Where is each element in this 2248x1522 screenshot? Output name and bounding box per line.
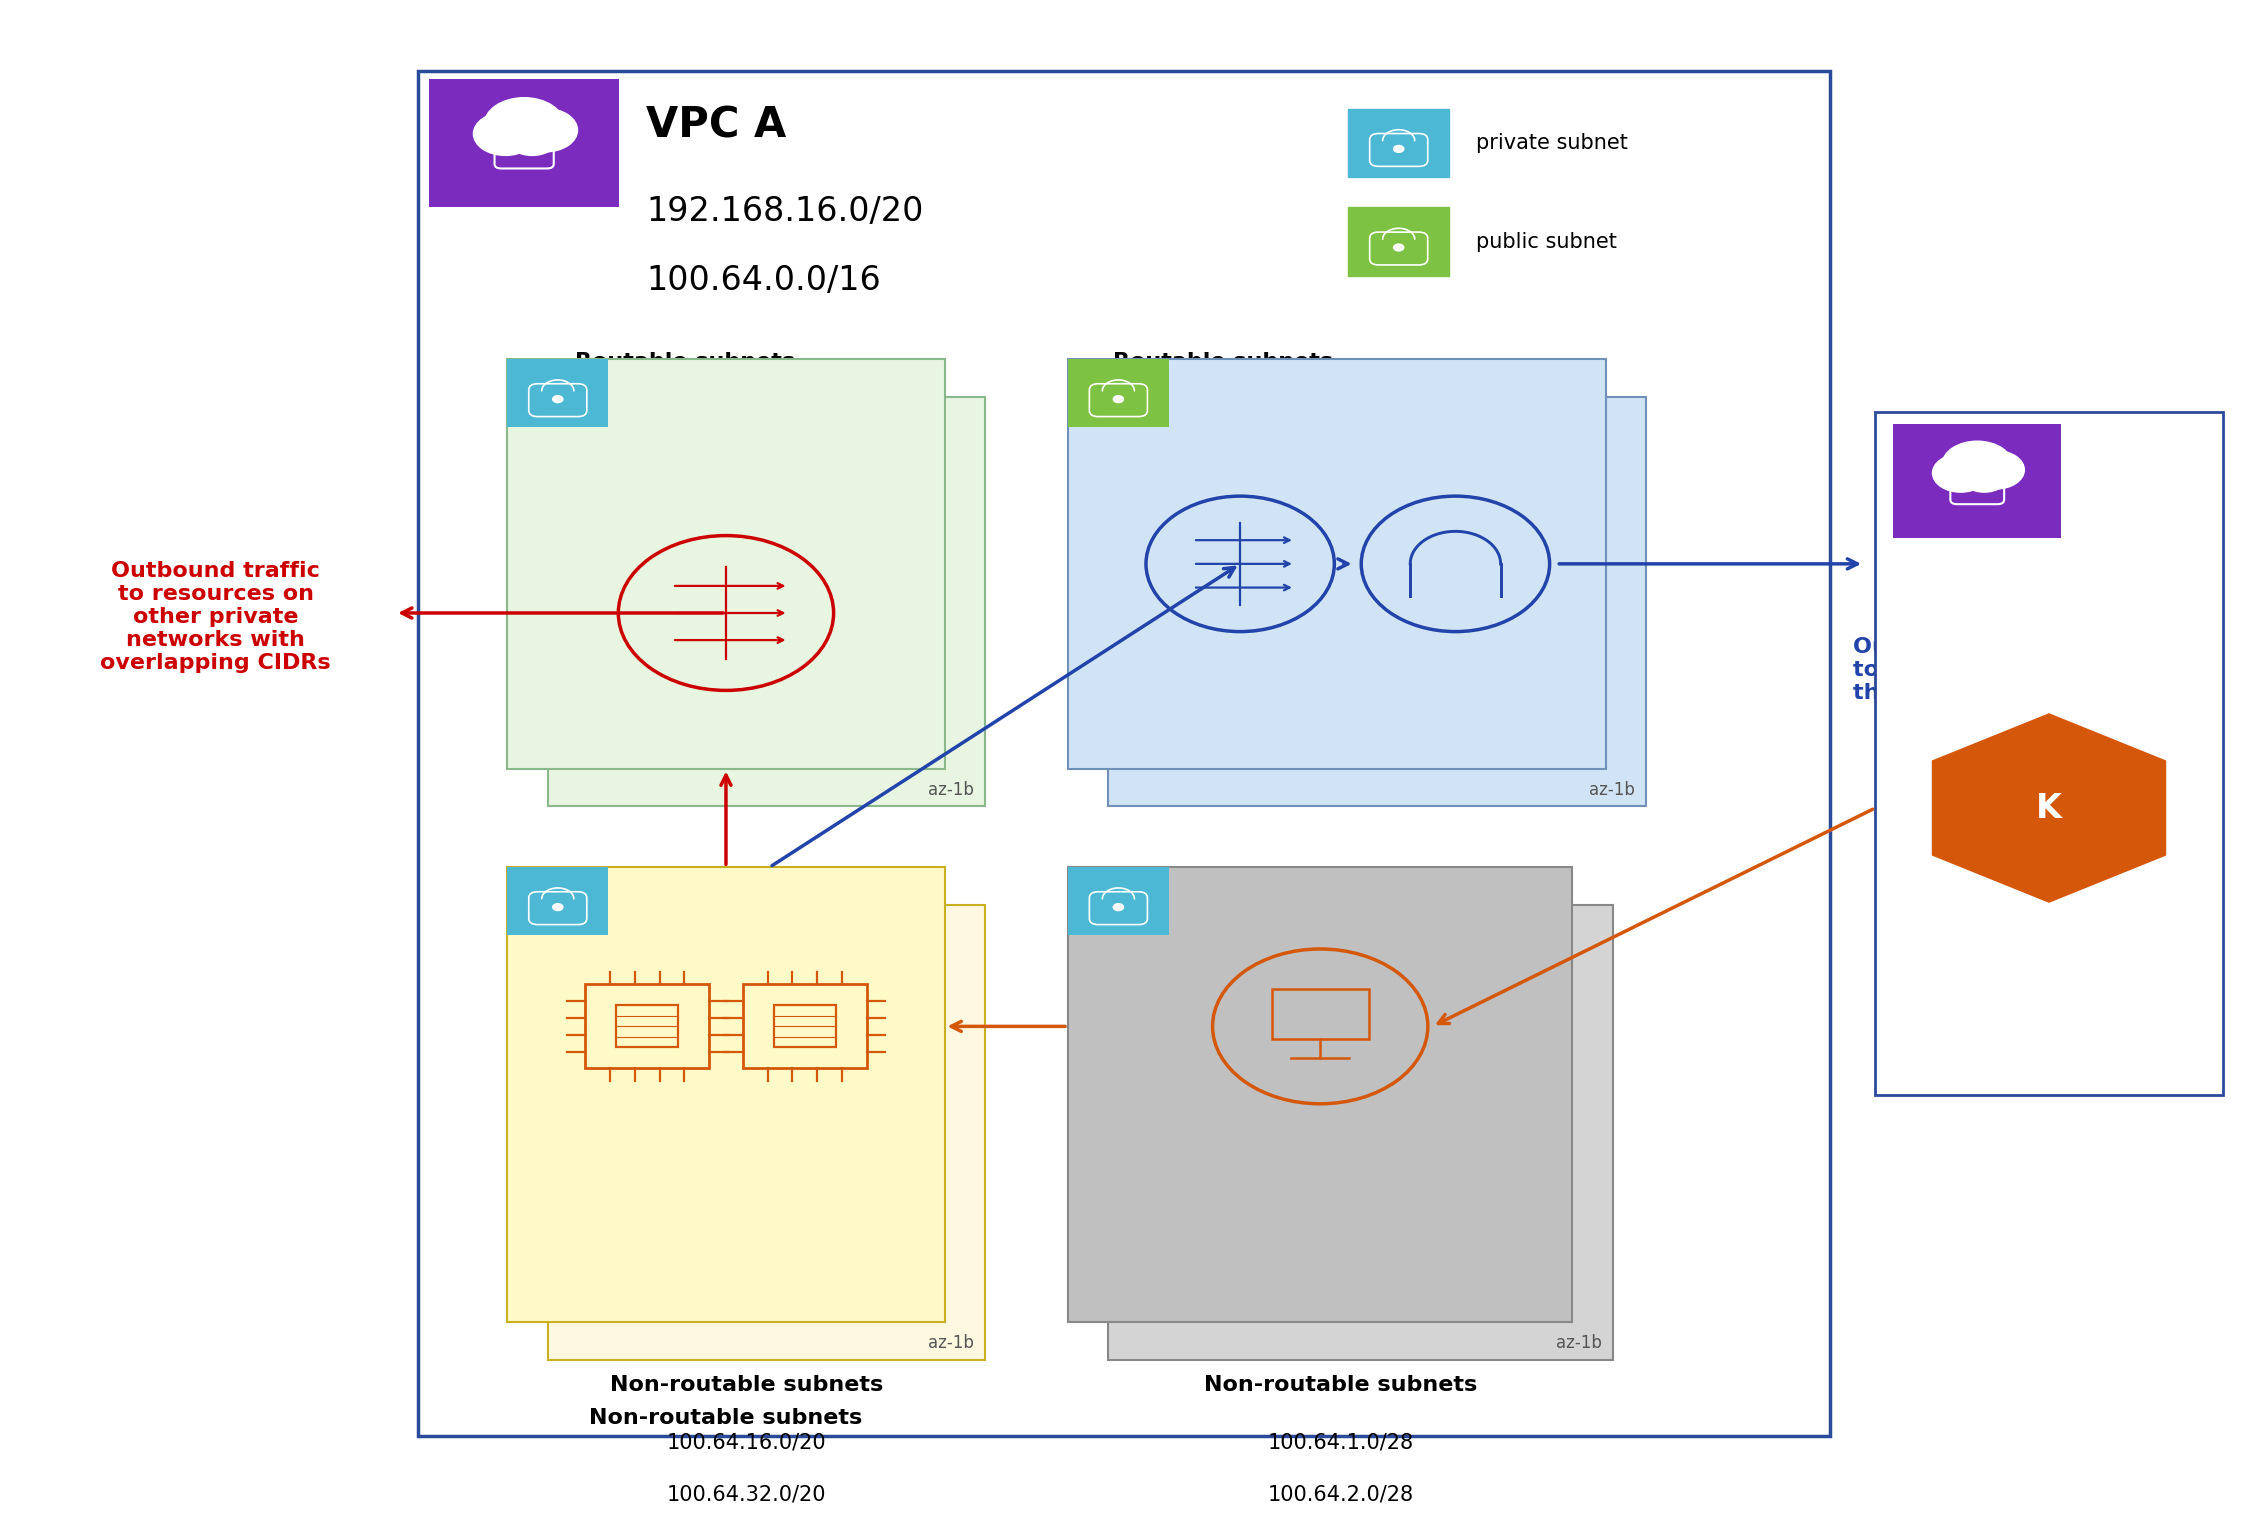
Text: Public NAT
Gateway: Public NAT Gateway	[1194, 414, 1288, 452]
Bar	[1875, 412, 2223, 1094]
Bar	[1068, 868, 1574, 1323]
Text: Routable subnets: Routable subnets	[575, 352, 796, 371]
Circle shape	[1113, 396, 1124, 403]
Bar	[508, 359, 609, 428]
Text: Outbound traffic
to resources on
the Internet: Outbound traffic to resources on the Int…	[1852, 636, 2061, 703]
Text: az-1a: az-1a	[888, 1297, 933, 1315]
Bar	[1356, 213, 1441, 271]
Bar	[1893, 425, 2061, 539]
Text: EKS Worker
Nodes and Pods: EKS Worker Nodes and Pods	[647, 1157, 803, 1196]
Text: 192.168.18.0/24: 192.168.18.0/24	[575, 416, 746, 435]
Circle shape	[553, 904, 562, 910]
Bar	[1068, 359, 1605, 769]
Text: VPC A: VPC A	[647, 105, 787, 146]
Bar	[1068, 359, 1169, 428]
Bar	[1893, 425, 2061, 539]
Bar	[584, 985, 708, 1068]
Text: 192.168.17.0/24: 192.168.17.0/24	[1113, 470, 1286, 490]
Text: az-1a: az-1a	[888, 743, 933, 761]
Text: EKS-Managed
Cross-Account ENI: EKS-Managed Cross-Account ENI	[1239, 1175, 1403, 1215]
Text: az-1b: az-1b	[928, 1335, 973, 1353]
Circle shape	[506, 119, 560, 155]
Bar	[742, 985, 868, 1068]
Bar	[1075, 872, 1162, 930]
Polygon shape	[1933, 714, 2165, 903]
Text: 192.168.16.0/20: 192.168.16.0/20	[647, 195, 924, 228]
Bar	[549, 397, 985, 807]
Bar	[1108, 906, 1612, 1361]
Text: public subnet: public subnet	[1477, 231, 1616, 251]
Bar	[1075, 364, 1162, 422]
Text: Non-routable subnets: Non-routable subnets	[589, 1408, 863, 1428]
Bar	[616, 1006, 679, 1047]
Bar	[418, 72, 1830, 1435]
Text: 192.168.16.0/24: 192.168.16.0/24	[1113, 416, 1286, 435]
Bar	[1349, 110, 1450, 177]
Text: Routable subnets: Routable subnets	[1113, 352, 1333, 371]
Circle shape	[513, 108, 578, 152]
Text: Outbound traffic
to resources on
other private
networks with
overlapping CIDRs: Outbound traffic to resources on other p…	[101, 560, 330, 673]
Circle shape	[474, 113, 537, 155]
Text: 100.64.0.0/16: 100.64.0.0/16	[647, 263, 881, 297]
Circle shape	[1960, 460, 2007, 492]
Bar	[1068, 868, 1169, 936]
Text: EKS VPC: EKS VPC	[2084, 469, 2203, 493]
Text: 100.64.16.0/20: 100.64.16.0/20	[665, 1432, 825, 1454]
Text: az-1b: az-1b	[928, 781, 973, 799]
Text: az-1b: az-1b	[1589, 781, 1634, 799]
Bar	[1108, 397, 1646, 807]
Circle shape	[1967, 451, 2025, 489]
Text: Internet
Gateway: Internet Gateway	[1416, 414, 1495, 452]
Circle shape	[1942, 441, 2012, 489]
Bar	[773, 1006, 836, 1047]
Text: az-1b: az-1b	[1556, 1335, 1601, 1353]
Bar	[549, 906, 985, 1361]
Text: Control Plane: Control Plane	[1958, 994, 2140, 1018]
Text: Private NAT
Gateway: Private NAT Gateway	[670, 412, 782, 454]
Bar	[508, 868, 609, 936]
Text: Non-routable subnets: Non-routable subnets	[1203, 1376, 1477, 1396]
Bar	[429, 79, 620, 207]
Bar	[1356, 114, 1441, 172]
Text: az-1a: az-1a	[1549, 743, 1594, 761]
Circle shape	[1394, 146, 1403, 152]
Text: 100.64.1.0/28: 100.64.1.0/28	[1268, 1432, 1414, 1454]
Bar	[515, 872, 600, 930]
Text: 100.64.2.0/28: 100.64.2.0/28	[1268, 1484, 1414, 1504]
Circle shape	[1394, 244, 1403, 251]
Bar	[1349, 207, 1450, 275]
Text: 100.64.32.0/20: 100.64.32.0/20	[665, 1484, 825, 1504]
Circle shape	[553, 396, 562, 403]
Text: private subnet: private subnet	[1477, 132, 1628, 154]
Circle shape	[483, 97, 564, 152]
Text: 192.168.19.0/24: 192.168.19.0/24	[575, 470, 749, 490]
Text: az-1a: az-1a	[1515, 1297, 1562, 1315]
Bar	[508, 359, 944, 769]
Circle shape	[1933, 454, 1989, 492]
Text: K: K	[2037, 791, 2061, 825]
Text: Non-routable subnets: Non-routable subnets	[609, 1376, 883, 1396]
Bar	[508, 868, 944, 1323]
Circle shape	[1113, 904, 1124, 910]
Bar	[429, 79, 620, 207]
Bar	[515, 364, 600, 422]
Bar	[1272, 989, 1369, 1040]
